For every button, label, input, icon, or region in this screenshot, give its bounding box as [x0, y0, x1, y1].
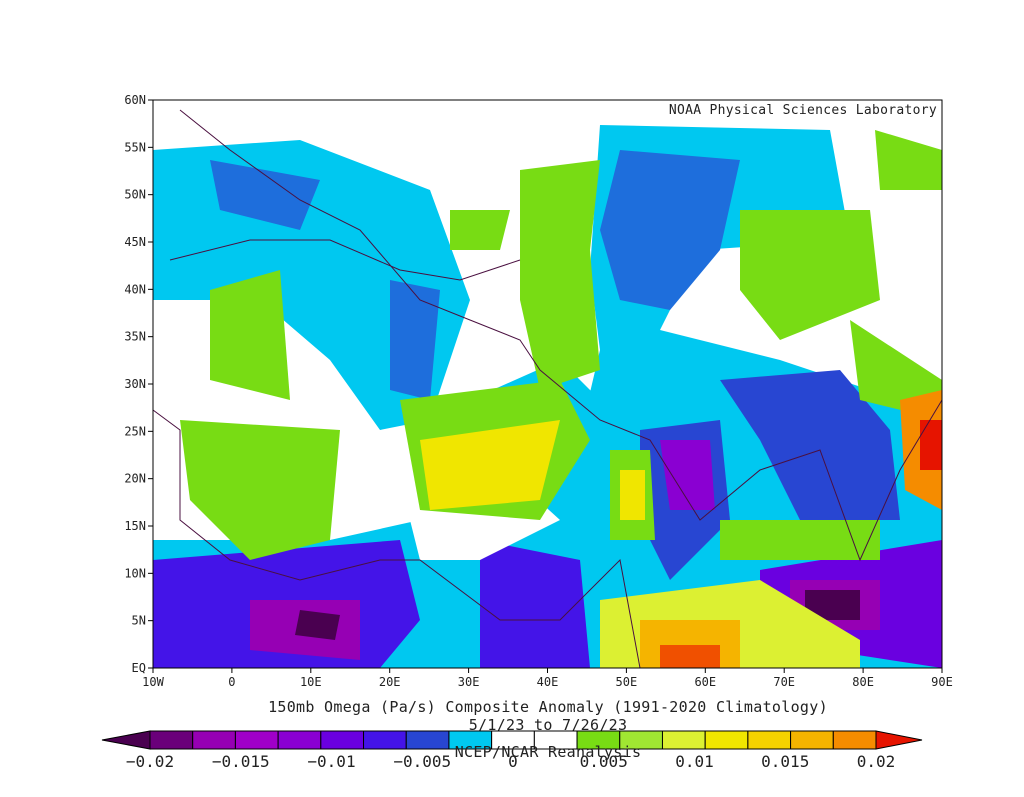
lat-label: 25N	[124, 424, 146, 438]
anomaly-field	[153, 100, 942, 668]
colorbar-label: −0.015	[212, 752, 270, 771]
lat-label: 50N	[124, 188, 146, 202]
source: NCEP/NCAR Reanalysis	[455, 743, 642, 761]
lon-label: 0	[228, 675, 235, 689]
colorbar-end	[875, 730, 923, 750]
colorbar-label: 0	[508, 752, 518, 771]
colorbar-box	[790, 730, 834, 750]
lon-label: 10W	[142, 675, 164, 689]
lon-label: 10E	[300, 675, 322, 689]
lat-label: 20N	[124, 472, 146, 486]
lat-label: 10N	[124, 566, 146, 580]
lon-label: 90E	[931, 675, 953, 689]
colorbar-box	[234, 730, 279, 750]
colorbar-box	[704, 730, 749, 750]
colorbar-box	[832, 730, 877, 750]
lat-label: 40N	[124, 282, 146, 296]
colorbar-label: 0.015	[761, 752, 809, 771]
colorbar-label: 0.01	[675, 752, 714, 771]
colorbar-box	[661, 730, 706, 750]
colorbar-label: −0.005	[393, 752, 451, 771]
lon-label: 50E	[616, 675, 638, 689]
axis-ticks: 60N 55N 50N 45N 40N 35N 30N 25N 20N 15N 10N 5N EQ10W…	[124, 93, 953, 689]
lat-label: 35N	[124, 330, 146, 344]
lat-label: 30N	[124, 377, 146, 391]
lat-label: 60N	[124, 93, 146, 107]
colorbar-box	[320, 730, 365, 750]
colorbar-box	[747, 730, 792, 750]
map-title: 150mb Omega (Pa/s) Composite Anomaly (19…	[268, 698, 828, 716]
lat-label: 15N	[124, 519, 146, 533]
lat-label: EQ	[132, 661, 146, 675]
coastlines	[152, 109, 943, 669]
colorbar-box	[405, 730, 450, 750]
colorbar-box	[192, 730, 236, 750]
lat-label: 55N	[124, 140, 146, 154]
lat-label: 5N	[132, 614, 146, 628]
colorbar-box	[277, 730, 322, 750]
colorbar-box	[149, 730, 194, 750]
colorbar-label: 0.02	[857, 752, 896, 771]
lon-label: 70E	[773, 675, 795, 689]
colorbar: −0.02 −0.015 −0.01 −0.005 0 0.005 0.01 0.015 0.0…	[101, 730, 923, 771]
colorbar-label: −0.01	[307, 752, 355, 771]
colorbar-label: 0.005	[580, 752, 628, 771]
lon-label: 20E	[379, 675, 401, 689]
colorbar-label: −0.02	[126, 752, 174, 771]
lon-label: 80E	[852, 675, 874, 689]
lat-label: 45N	[124, 235, 146, 249]
lon-label: 30E	[458, 675, 480, 689]
lon-label: 40E	[537, 675, 559, 689]
colorbar-end	[101, 730, 151, 750]
lon-label: 60E	[694, 675, 716, 689]
date-range: 5/1/23 to 7/26/23	[469, 716, 628, 734]
credit: NOAA Physical Sciences Laboratory	[669, 103, 937, 118]
colorbar-box	[363, 730, 407, 750]
